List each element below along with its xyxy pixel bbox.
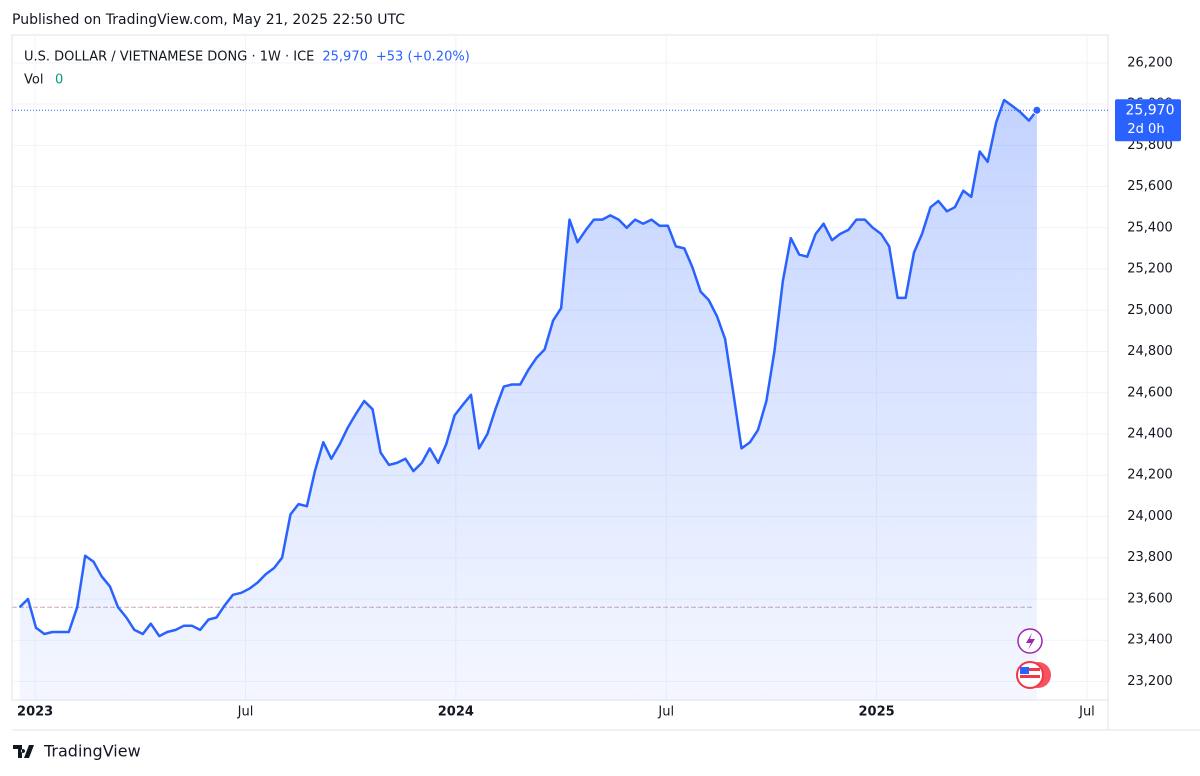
price-tag-value: 25,970 — [1126, 102, 1175, 118]
header: U.S. DOLLAR / VIETNAMESE DONG · 1W · ICE… — [24, 50, 470, 88]
y-tick-label: 23,400 — [1127, 633, 1173, 648]
area-fill — [19, 100, 1037, 700]
brand: TradingView — [13, 742, 141, 761]
x-tick-label: Jul — [657, 705, 674, 720]
y-tick-label: 23,200 — [1127, 674, 1173, 689]
y-tick-label: 24,000 — [1127, 509, 1173, 524]
brand-logo — [13, 745, 34, 758]
volume-name: Vol — [24, 73, 43, 88]
y-tick-label: 23,800 — [1127, 550, 1173, 565]
y-tick-label: 24,800 — [1127, 344, 1173, 359]
lightning — [1026, 633, 1035, 650]
volume-value: 0 — [55, 73, 63, 88]
header-price: 25,970 — [322, 50, 368, 65]
price-tag-countdown: 2d 0h — [1127, 122, 1164, 137]
y-tick-label: 25,000 — [1127, 303, 1173, 318]
x-tick-label: 2023 — [17, 705, 53, 720]
symbol: U.S. DOLLAR / VIETNAMESE DONG · 1W · ICE — [24, 50, 314, 65]
brand-name: TradingView — [43, 742, 141, 761]
y-tick-label: 24,400 — [1127, 427, 1173, 442]
y-tick-label: 25,600 — [1127, 179, 1173, 194]
x-tick-label: 2024 — [438, 705, 474, 720]
x-tick-label: Jul — [237, 705, 254, 720]
y-tick-label: 24,200 — [1127, 468, 1173, 483]
flag-stripe — [1020, 668, 1040, 671]
price-line — [18, 98, 1038, 638]
x-tick-label: Jul — [1078, 705, 1095, 720]
y-tick-label: 25,800 — [1127, 138, 1173, 153]
header-change: +53 (+0.20%) — [376, 50, 470, 65]
y-tick-label: 26,200 — [1127, 55, 1173, 70]
flag-canton — [1020, 667, 1029, 674]
publish-note: Published on TradingView.com, May 21, 20… — [12, 12, 405, 28]
price-tag — [1115, 99, 1181, 142]
flag-stripe — [1020, 675, 1040, 678]
y-tick-label: 23,600 — [1127, 591, 1173, 606]
last-point — [1032, 105, 1042, 115]
icons — [1016, 628, 1051, 689]
y-tick-label: 25,400 — [1127, 220, 1173, 235]
y-tick-label: 24,600 — [1127, 385, 1173, 400]
y-tick-label: 25,200 — [1127, 262, 1173, 277]
x-tick-label: 2025 — [859, 705, 895, 720]
